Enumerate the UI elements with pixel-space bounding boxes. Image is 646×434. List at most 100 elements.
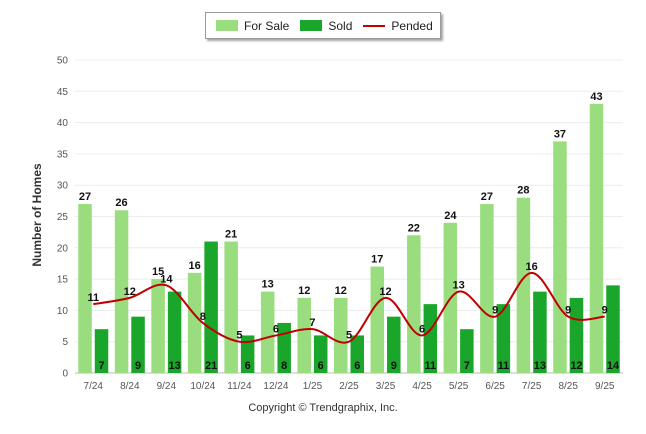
for-sale-value-label: 16 (188, 260, 200, 272)
legend-item-pended[interactable]: Pended (363, 18, 433, 33)
for-sale-value-label: 43 (590, 91, 602, 103)
bar-for-sale (260, 291, 275, 373)
sold-value-label: 9 (135, 360, 141, 372)
for-sale-value-label: 24 (444, 210, 457, 222)
y-tick-label: 10 (57, 306, 69, 317)
bar-for-sale (78, 203, 92, 373)
sold-value-label: 21 (205, 360, 217, 372)
y-tick-label: 35 (57, 149, 69, 160)
pended-value-label: 16 (526, 261, 538, 273)
pended-value-label: 9 (565, 305, 571, 317)
bar-for-sale (480, 203, 494, 373)
legend-label-for-sale: For Sale (244, 18, 290, 33)
sold-value-label: 12 (570, 360, 582, 372)
y-tick-label: 25 (57, 212, 69, 223)
legend: For Sale Sold Pended (205, 12, 441, 39)
pended-value-label: 12 (124, 286, 136, 298)
bar-for-sale (516, 197, 531, 373)
sold-value-label: 13 (168, 360, 180, 372)
for-sale-value-label: 12 (335, 285, 347, 297)
x-tick-label: 7/25 (522, 381, 542, 392)
for-sale-swatch (216, 20, 238, 31)
for-sale-value-label: 12 (298, 285, 310, 297)
for-sale-value-label: 28 (517, 185, 529, 197)
bar-sold (204, 241, 218, 373)
pended-value-label: 9 (492, 305, 498, 317)
x-tick-label: 10/24 (190, 381, 215, 392)
x-tick-label: 8/25 (558, 381, 578, 392)
pended-value-label: 13 (452, 280, 464, 292)
bar-for-sale (553, 141, 567, 373)
for-sale-value-label: 26 (115, 197, 127, 209)
sold-value-label: 7 (464, 360, 470, 372)
x-tick-label: 9/25 (595, 381, 615, 392)
for-sale-value-label: 27 (79, 191, 91, 203)
x-tick-label: 7/24 (84, 381, 104, 392)
for-sale-value-label: 21 (225, 229, 237, 241)
y-tick-label: 5 (62, 337, 68, 348)
bar-for-sale (297, 297, 311, 373)
legend-item-for-sale[interactable]: For Sale (216, 19, 289, 33)
bar-for-sale (334, 297, 348, 373)
bar-sold (94, 329, 109, 373)
bar-sold (423, 304, 438, 373)
sold-value-label: 9 (391, 360, 397, 372)
y-tick-label: 50 (57, 56, 69, 67)
bar-sold (240, 335, 255, 373)
y-tick-label: 30 (57, 181, 69, 192)
sold-value-label: 6 (354, 360, 360, 372)
for-sale-value-label: 13 (262, 279, 274, 291)
pended-value-label: 14 (160, 273, 173, 285)
y-tick-label: 0 (62, 369, 68, 380)
bar-sold (496, 304, 511, 373)
bar-sold (569, 297, 584, 373)
x-tick-label: 8/24 (120, 381, 140, 392)
bar-sold (533, 291, 547, 373)
sold-value-label: 6 (318, 360, 324, 372)
sold-value-label: 7 (98, 360, 104, 372)
legend-label-pended: Pended (391, 18, 433, 33)
sold-value-label: 11 (498, 360, 510, 372)
pended-value-label: 11 (87, 292, 99, 304)
sold-swatch (300, 20, 323, 31)
bar-for-sale (224, 241, 238, 373)
sold-value-label: 13 (534, 360, 546, 372)
bar-for-sale (151, 279, 165, 373)
legend-item-sold[interactable]: Sold (300, 19, 352, 33)
for-sale-value-label: 27 (481, 191, 493, 203)
bar-sold (606, 285, 620, 373)
x-tick-label: 11/24 (227, 381, 252, 392)
x-tick-label: 5/25 (449, 381, 469, 392)
pended-value-label: 5 (236, 330, 242, 342)
pended-value-label: 6 (419, 323, 425, 335)
bar-for-sale (114, 210, 129, 373)
for-sale-value-label: 22 (408, 222, 420, 234)
bar-for-sale (370, 266, 385, 373)
pended-line (93, 271, 605, 344)
bar-sold (460, 329, 474, 373)
bar-for-sale (187, 272, 202, 373)
y-tick-label: 15 (57, 275, 69, 286)
pended-swatch (363, 24, 386, 27)
y-tick-label: 40 (57, 118, 69, 129)
bar-sold (387, 316, 401, 373)
for-sale-value-label: 17 (371, 254, 383, 266)
sold-value-label: 11 (424, 360, 436, 372)
bar-sold (350, 335, 364, 373)
x-tick-label: 4/25 (412, 381, 432, 392)
legend-label-sold: Sold (328, 18, 353, 33)
bar-for-sale (407, 235, 421, 373)
pended-value-label: 9 (602, 305, 608, 317)
bar-for-sale (589, 103, 604, 373)
y-axis-title: Number of Homes (30, 163, 44, 267)
x-tick-label: 9/24 (157, 381, 177, 392)
sold-value-label: 14 (607, 360, 620, 372)
sold-value-label: 6 (245, 360, 251, 372)
x-tick-label: 1/25 (303, 381, 323, 392)
bar-sold (313, 335, 328, 373)
bar-sold (167, 291, 182, 373)
pended-value-label: 6 (273, 323, 279, 335)
copyright-text: Copyright © Trendgraphix, Inc. (248, 402, 398, 414)
x-tick-label: 6/25 (485, 381, 505, 392)
